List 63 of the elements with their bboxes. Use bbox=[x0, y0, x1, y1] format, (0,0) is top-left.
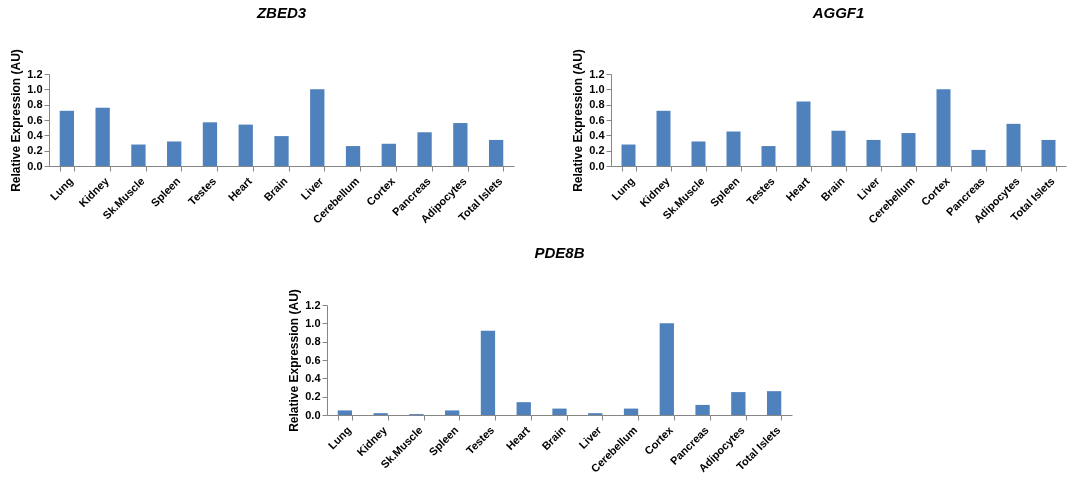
y-tick-label: 1.0 bbox=[305, 316, 321, 329]
bar bbox=[971, 149, 986, 166]
bar bbox=[623, 408, 639, 415]
y-tick-label: 0.6 bbox=[305, 353, 321, 366]
chart-title: ZBED3 bbox=[255, 3, 307, 21]
bar bbox=[345, 146, 361, 166]
bar bbox=[274, 136, 289, 166]
y-tick-label: 0.4 bbox=[305, 371, 322, 384]
bar bbox=[659, 323, 674, 415]
bar bbox=[480, 330, 496, 415]
y-tick-label: 0.0 bbox=[27, 159, 43, 172]
y-tick-label: 0.4 bbox=[589, 128, 606, 141]
bar bbox=[488, 139, 504, 166]
bar bbox=[621, 144, 636, 166]
chart-title: PDE8B bbox=[534, 243, 585, 261]
bar bbox=[656, 110, 671, 166]
bar bbox=[761, 146, 776, 166]
bar bbox=[59, 110, 75, 166]
bar bbox=[1006, 123, 1021, 166]
y-tick-label: 1.0 bbox=[589, 82, 605, 95]
y-tick-label: 0.8 bbox=[27, 98, 43, 111]
y-tick-label: 0.6 bbox=[27, 113, 43, 126]
bar bbox=[1041, 139, 1056, 166]
bar bbox=[167, 141, 182, 166]
y-axis-title: Relative Expression (AU) bbox=[9, 49, 24, 192]
y-tick-label: 0.0 bbox=[589, 159, 605, 172]
y-tick-label: 0.0 bbox=[305, 408, 321, 421]
bar bbox=[766, 391, 782, 415]
bar bbox=[901, 133, 916, 166]
bar bbox=[691, 141, 706, 166]
bar bbox=[238, 124, 253, 166]
bar bbox=[95, 107, 110, 166]
bar bbox=[731, 392, 746, 415]
y-tick-label: 0.2 bbox=[305, 390, 321, 403]
y-tick-label: 1.2 bbox=[27, 67, 43, 80]
bar bbox=[726, 131, 741, 166]
y-tick-label: 0.8 bbox=[589, 98, 605, 111]
y-tick-label: 1.2 bbox=[589, 67, 605, 80]
bar bbox=[695, 404, 710, 415]
bar bbox=[310, 89, 325, 166]
bar bbox=[796, 101, 811, 166]
bar bbox=[552, 408, 567, 415]
y-tick-label: 0.2 bbox=[589, 144, 605, 157]
bar bbox=[202, 122, 218, 166]
bar bbox=[516, 402, 531, 415]
y-axis-title: Relative Expression (AU) bbox=[571, 49, 586, 192]
bar bbox=[453, 123, 468, 166]
bar bbox=[936, 89, 951, 166]
bar bbox=[866, 139, 881, 166]
y-axis-title: Relative Expression (AU) bbox=[287, 289, 302, 432]
bar bbox=[831, 130, 846, 166]
bar bbox=[337, 410, 353, 415]
chart-title: AGGF1 bbox=[811, 3, 865, 21]
bar bbox=[445, 410, 460, 415]
y-tick-label: 0.8 bbox=[305, 335, 321, 348]
bar bbox=[131, 144, 146, 166]
y-tick-label: 1.2 bbox=[305, 298, 321, 311]
bar bbox=[381, 143, 396, 166]
y-tick-label: 0.4 bbox=[27, 128, 44, 141]
bar bbox=[417, 132, 432, 166]
y-tick-label: 0.2 bbox=[27, 144, 43, 157]
y-tick-label: 1.0 bbox=[27, 82, 43, 95]
y-tick-label: 0.6 bbox=[589, 113, 605, 126]
